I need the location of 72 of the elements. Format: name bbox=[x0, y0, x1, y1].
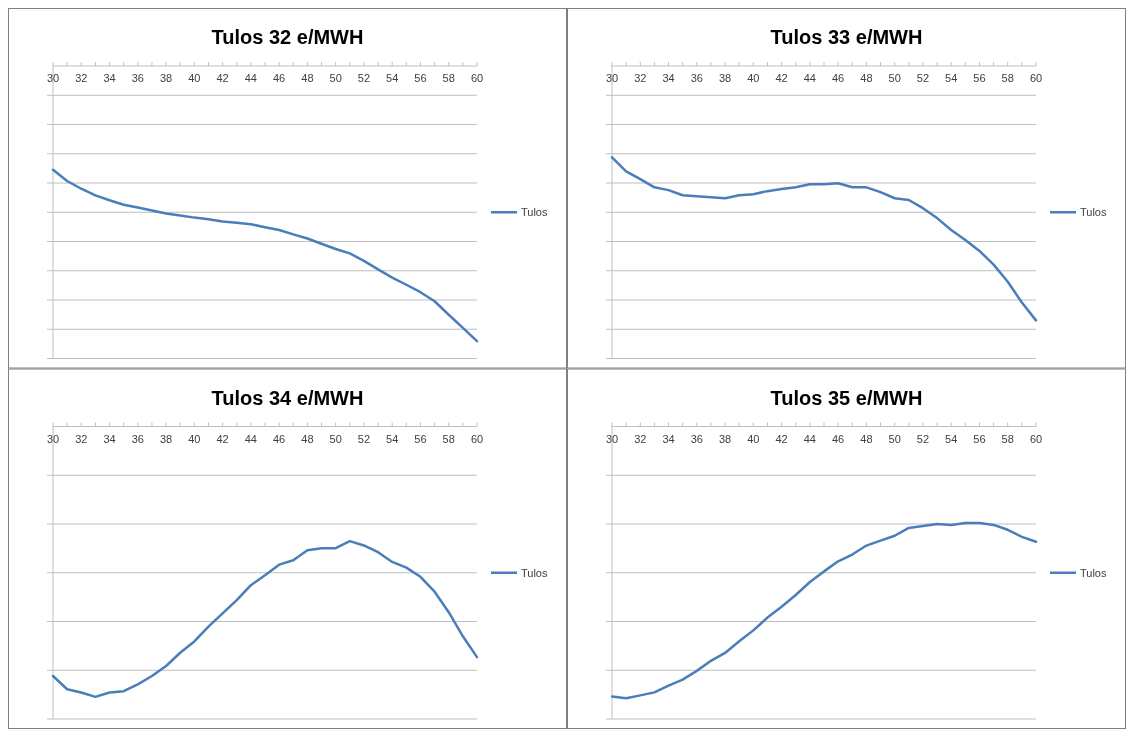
x-tick-label: 38 bbox=[718, 432, 732, 445]
x-tick-label: 44 bbox=[803, 432, 816, 445]
x-tick-label: 38 bbox=[159, 72, 173, 84]
x-tick-label: 42 bbox=[216, 72, 229, 84]
x-tick-label: 54 bbox=[386, 432, 399, 445]
x-tick-label: 58 bbox=[442, 432, 455, 445]
x-tick-label: 58 bbox=[1001, 432, 1014, 445]
x-tick-label: 32 bbox=[75, 72, 88, 84]
x-tick-label: 58 bbox=[442, 72, 455, 84]
x-tick-label: 38 bbox=[159, 432, 173, 445]
x-tick-label: 56 bbox=[414, 432, 427, 445]
legend-label: Tulos bbox=[521, 206, 548, 219]
x-tick-label: 48 bbox=[301, 72, 314, 84]
x-tick-label: 54 bbox=[386, 72, 399, 84]
x-tick-label: 60 bbox=[1029, 432, 1043, 445]
x-tick-label: 46 bbox=[832, 72, 845, 84]
x-tick-label: 56 bbox=[414, 72, 427, 84]
x-tick-label: 54 bbox=[945, 432, 958, 445]
x-tick-label: 32 bbox=[634, 432, 647, 445]
chart-title: Tulos 33 e/MWH bbox=[770, 26, 923, 48]
x-tick-label: 40 bbox=[188, 72, 201, 84]
x-tick-label: 52 bbox=[916, 72, 930, 84]
x-tick-label: 58 bbox=[1001, 72, 1014, 84]
x-tick-label: 54 bbox=[945, 72, 958, 84]
chart-title: Tulos 32 e/MWH bbox=[211, 26, 364, 48]
legend-label: Tulos bbox=[1080, 206, 1107, 219]
x-tick-label: 40 bbox=[747, 432, 760, 445]
x-tick-label: 36 bbox=[131, 72, 144, 84]
x-tick-label: 34 bbox=[103, 72, 116, 84]
x-tick-label: 36 bbox=[131, 432, 144, 445]
x-tick-label: 30 bbox=[46, 72, 60, 84]
x-tick-label: 50 bbox=[329, 72, 342, 84]
x-tick-label: 46 bbox=[273, 72, 286, 84]
x-tick-label: 60 bbox=[1029, 72, 1043, 84]
x-tick-label: 60 bbox=[470, 432, 484, 445]
x-tick-label: 60 bbox=[470, 72, 484, 84]
x-tick-label: 44 bbox=[244, 432, 257, 445]
x-tick-label: 52 bbox=[357, 72, 371, 84]
x-tick-label: 52 bbox=[357, 432, 371, 445]
x-tick-label: 44 bbox=[803, 72, 816, 84]
x-tick-label: 40 bbox=[747, 72, 760, 84]
x-tick-label: 50 bbox=[888, 72, 901, 84]
x-tick-label: 36 bbox=[690, 432, 703, 445]
x-tick-label: 48 bbox=[301, 432, 314, 445]
x-tick-label: 30 bbox=[605, 432, 619, 445]
x-tick-label: 36 bbox=[690, 72, 703, 84]
x-tick-label: 40 bbox=[188, 432, 201, 445]
x-tick-label: 32 bbox=[75, 432, 88, 445]
x-tick-label: 46 bbox=[273, 432, 286, 445]
x-tick-label: 46 bbox=[832, 432, 845, 445]
x-tick-label: 48 bbox=[860, 432, 873, 445]
legend-label: Tulos bbox=[1080, 566, 1107, 579]
x-tick-label: 34 bbox=[662, 72, 675, 84]
x-tick-label: 34 bbox=[103, 432, 116, 445]
chart-title: Tulos 34 e/MWH bbox=[211, 386, 364, 409]
x-tick-label: 42 bbox=[775, 72, 788, 84]
x-tick-label: 30 bbox=[46, 432, 60, 445]
x-tick-label: 42 bbox=[216, 432, 229, 445]
x-tick-label: 38 bbox=[718, 72, 732, 84]
x-tick-label: 44 bbox=[244, 72, 257, 84]
x-tick-label: 48 bbox=[860, 72, 873, 84]
x-tick-label: 56 bbox=[973, 432, 986, 445]
legend-label: Tulos bbox=[521, 566, 548, 579]
x-tick-label: 32 bbox=[634, 72, 647, 84]
chart-title: Tulos 35 e/MWH bbox=[770, 386, 923, 409]
x-tick-label: 56 bbox=[973, 72, 986, 84]
x-tick-label: 50 bbox=[329, 432, 342, 445]
x-tick-label: 42 bbox=[775, 432, 788, 445]
x-tick-label: 34 bbox=[662, 432, 675, 445]
x-tick-label: 52 bbox=[916, 432, 930, 445]
x-tick-label: 30 bbox=[605, 72, 619, 84]
x-tick-label: 50 bbox=[888, 432, 901, 445]
